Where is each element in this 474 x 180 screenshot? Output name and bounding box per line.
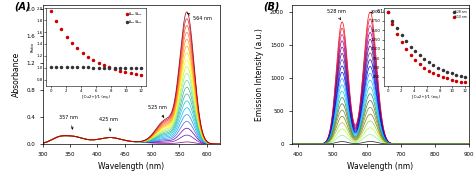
Text: 525 nm: 525 nm [148, 105, 167, 117]
Y-axis label: Absorbance: Absorbance [12, 52, 21, 97]
Text: 610 nm: 610 nm [371, 9, 396, 14]
Text: (B): (B) [263, 1, 280, 11]
Text: 528 nm: 528 nm [327, 9, 346, 19]
Y-axis label: Emission Intensity (a.u.): Emission Intensity (a.u.) [255, 28, 264, 121]
Text: (A): (A) [14, 1, 31, 11]
Text: 564 nm: 564 nm [188, 13, 212, 21]
Text: 357 nm: 357 nm [59, 115, 78, 129]
X-axis label: Wavelength (nm): Wavelength (nm) [99, 162, 164, 171]
X-axis label: Wavelength (nm): Wavelength (nm) [347, 162, 413, 171]
Text: 425 nm: 425 nm [99, 117, 118, 131]
